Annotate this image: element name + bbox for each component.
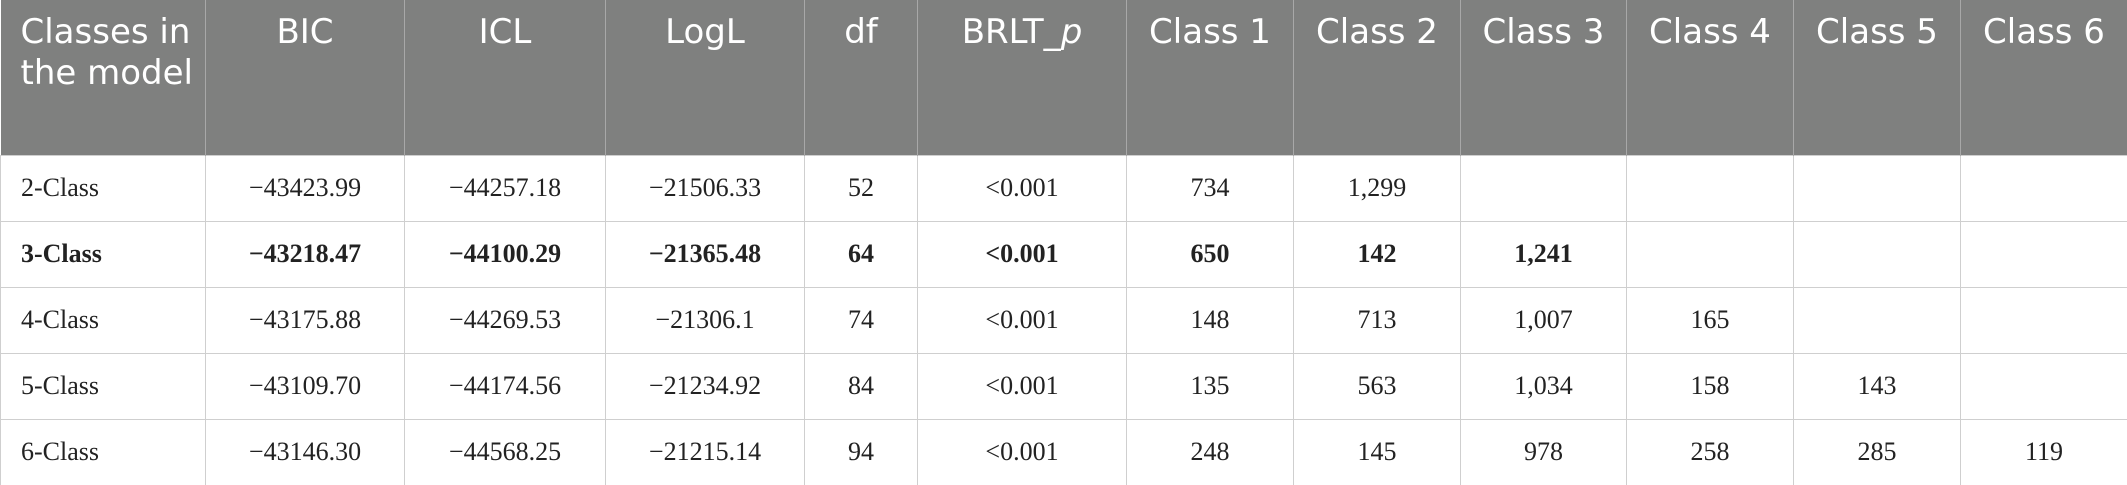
column-header: BRLT_p	[917, 0, 1127, 155]
table-cell: <0.001	[917, 352, 1127, 420]
table-cell: −21215.14	[605, 418, 805, 485]
column-header: df	[804, 0, 918, 155]
table-body: 2-Class −43423.99 −44257.18 −21506.33 52 <0.0…	[0, 154, 2127, 485]
table-row: 6-Class −43146.30 −44568.25 −21215.14 94 <0.0…	[0, 418, 2127, 485]
header-italic: p	[1060, 12, 1083, 52]
column-header: Class 3	[1460, 0, 1627, 155]
empty-cell	[1460, 154, 1627, 222]
column-header: ICL	[404, 0, 606, 155]
table-cell: 5-Class	[0, 352, 206, 420]
table-cell: 248	[1126, 418, 1294, 485]
table-cell: 94	[804, 418, 918, 485]
column-header: BIC	[205, 0, 405, 155]
table-cell: 145	[1293, 418, 1461, 485]
table-cell: 143	[1793, 352, 1961, 420]
table-cell: 1,007	[1460, 286, 1627, 354]
table-cell: 84	[804, 352, 918, 420]
table-cell: 142	[1293, 220, 1461, 288]
table-cell: −43423.99	[205, 154, 405, 222]
table-cell: 1,034	[1460, 352, 1627, 420]
table-cell: 64	[804, 220, 918, 288]
table-cell: <0.001	[917, 418, 1127, 485]
empty-cell	[1960, 220, 2127, 288]
table-cell: <0.001	[917, 286, 1127, 354]
column-header: Class 5	[1793, 0, 1961, 155]
table-cell: 135	[1126, 352, 1294, 420]
column-header: Class 2	[1293, 0, 1461, 155]
table-cell: −43218.47	[205, 220, 405, 288]
table-cell: −44269.53	[404, 286, 606, 354]
header-row: Classes in the model BIC ICL LogL df BRLT_p Cl…	[0, 0, 2127, 155]
table-cell: 1,241	[1460, 220, 1627, 288]
table-cell: 74	[804, 286, 918, 354]
column-header: Class 6	[1960, 0, 2127, 155]
header-text: BRLT_	[961, 12, 1061, 52]
empty-cell	[1960, 154, 2127, 222]
table-cell: 734	[1126, 154, 1294, 222]
table-cell: −43175.88	[205, 286, 405, 354]
empty-cell	[1626, 154, 1794, 222]
table-cell: 6-Class	[0, 418, 206, 485]
empty-cell	[1960, 286, 2127, 354]
table-cell: −21506.33	[605, 154, 805, 222]
table-cell: 4-Class	[0, 286, 206, 354]
table-cell: 52	[804, 154, 918, 222]
empty-cell	[1793, 220, 1961, 288]
empty-cell	[1793, 286, 1961, 354]
table-cell: −44174.56	[404, 352, 606, 420]
table-cell: −21365.48	[605, 220, 805, 288]
table-cell: <0.001	[917, 220, 1127, 288]
table-cell: 713	[1293, 286, 1461, 354]
table-row: 3-Class −43218.47 −44100.29 −21365.48 64 <0.0…	[0, 220, 2127, 288]
empty-cell	[1960, 352, 2127, 420]
column-header: Class 4	[1626, 0, 1794, 155]
table-cell: 650	[1126, 220, 1294, 288]
table-cell: 148	[1126, 286, 1294, 354]
table-cell: 2-Class	[0, 154, 206, 222]
table-cell: 119	[1960, 418, 2127, 485]
table-row: 2-Class −43423.99 −44257.18 −21506.33 52 <0.0…	[0, 154, 2127, 222]
table-cell: 285	[1793, 418, 1961, 485]
table-row: 5-Class −43109.70 −44174.56 −21234.92 84 <0.0…	[0, 352, 2127, 420]
empty-cell	[1626, 220, 1794, 288]
table-cell: −43146.30	[205, 418, 405, 485]
table-cell: 3-Class	[0, 220, 206, 288]
table-row: 4-Class −43175.88 −44269.53 −21306.1 74 <0.00…	[0, 286, 2127, 354]
table-cell: −21306.1	[605, 286, 805, 354]
table-cell: <0.001	[917, 154, 1127, 222]
table-cell: −21234.92	[605, 352, 805, 420]
column-header: Class 1	[1126, 0, 1294, 155]
table-cell: −44257.18	[404, 154, 606, 222]
table-cell: 258	[1626, 418, 1794, 485]
column-header: LogL	[605, 0, 805, 155]
table-cell: −43109.70	[205, 352, 405, 420]
column-header: Classes in the model	[0, 0, 206, 155]
table-cell: 978	[1460, 418, 1627, 485]
empty-cell	[1793, 154, 1961, 222]
table-cell: 158	[1626, 352, 1794, 420]
table-cell: −44100.29	[404, 220, 606, 288]
table-cell: −44568.25	[404, 418, 606, 485]
table-cell: 563	[1293, 352, 1461, 420]
table-cell: 1,299	[1293, 154, 1461, 222]
table-cell: 165	[1626, 286, 1794, 354]
